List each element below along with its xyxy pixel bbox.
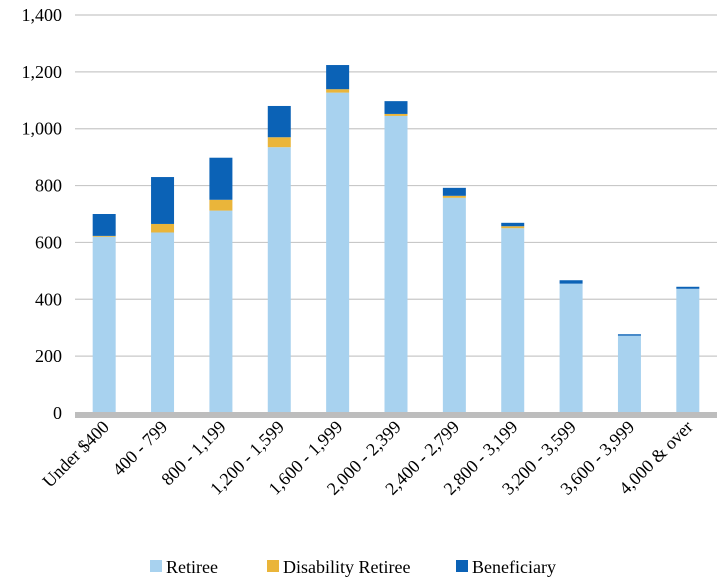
y-axis-tick-labels: 0 200 400 600 800 1,000 1,200 1,400 xyxy=(22,5,63,423)
bar-beneficiary xyxy=(209,157,233,200)
bar-beneficiary xyxy=(501,222,525,227)
bar-retiree xyxy=(384,115,408,414)
y-tick-label: 400 xyxy=(35,289,62,309)
bar-disability-retiree xyxy=(209,199,233,211)
y-tick-label: 800 xyxy=(35,176,62,196)
bar-beneficiary xyxy=(267,105,291,138)
bar-retiree xyxy=(676,288,700,413)
bar-retiree xyxy=(92,236,116,413)
legend: Retiree Disability Retiree Beneficiary xyxy=(150,557,556,577)
y-tick-label: 0 xyxy=(53,403,62,423)
bar-retiree xyxy=(442,197,466,413)
bar-disability-retiree xyxy=(92,235,116,237)
x-axis-baseline xyxy=(75,412,717,418)
bar-beneficiary xyxy=(617,334,641,336)
bar-disability-retiree xyxy=(267,137,291,148)
bar-retiree xyxy=(617,335,641,413)
bar-disability-retiree xyxy=(326,89,350,93)
bar-retiree xyxy=(151,232,175,413)
bar-beneficiary xyxy=(442,187,466,196)
y-tick-label: 1,000 xyxy=(22,119,63,139)
bar-beneficiary xyxy=(676,286,700,289)
bar-retiree xyxy=(559,283,583,413)
bar-beneficiary xyxy=(326,65,350,90)
legend-label: Disability Retiree xyxy=(283,557,410,577)
legend-swatch xyxy=(267,560,279,572)
bar-beneficiary xyxy=(92,214,116,236)
bar-disability-retiree xyxy=(442,195,466,198)
x-tick-label: Under $400 xyxy=(38,417,113,492)
y-tick-label: 1,200 xyxy=(22,62,63,82)
bar-retiree xyxy=(267,147,291,413)
bar-retiree xyxy=(326,92,350,414)
bars xyxy=(92,65,700,414)
bar-disability-retiree xyxy=(501,226,525,229)
bar-beneficiary xyxy=(384,101,408,114)
y-tick-label: 1,400 xyxy=(22,5,63,25)
legend-label: Beneficiary xyxy=(472,557,556,577)
bar-disability-retiree xyxy=(151,223,175,233)
legend-swatch xyxy=(150,560,162,572)
legend-label: Retiree xyxy=(166,557,218,577)
bar-retiree xyxy=(209,210,233,413)
legend-swatch xyxy=(456,560,468,572)
y-tick-label: 200 xyxy=(35,346,62,366)
y-tick-label: 600 xyxy=(35,232,62,252)
bar-beneficiary xyxy=(151,177,175,224)
bar-beneficiary xyxy=(559,280,583,284)
bar-disability-retiree xyxy=(384,113,408,116)
bar-retiree xyxy=(501,228,525,413)
